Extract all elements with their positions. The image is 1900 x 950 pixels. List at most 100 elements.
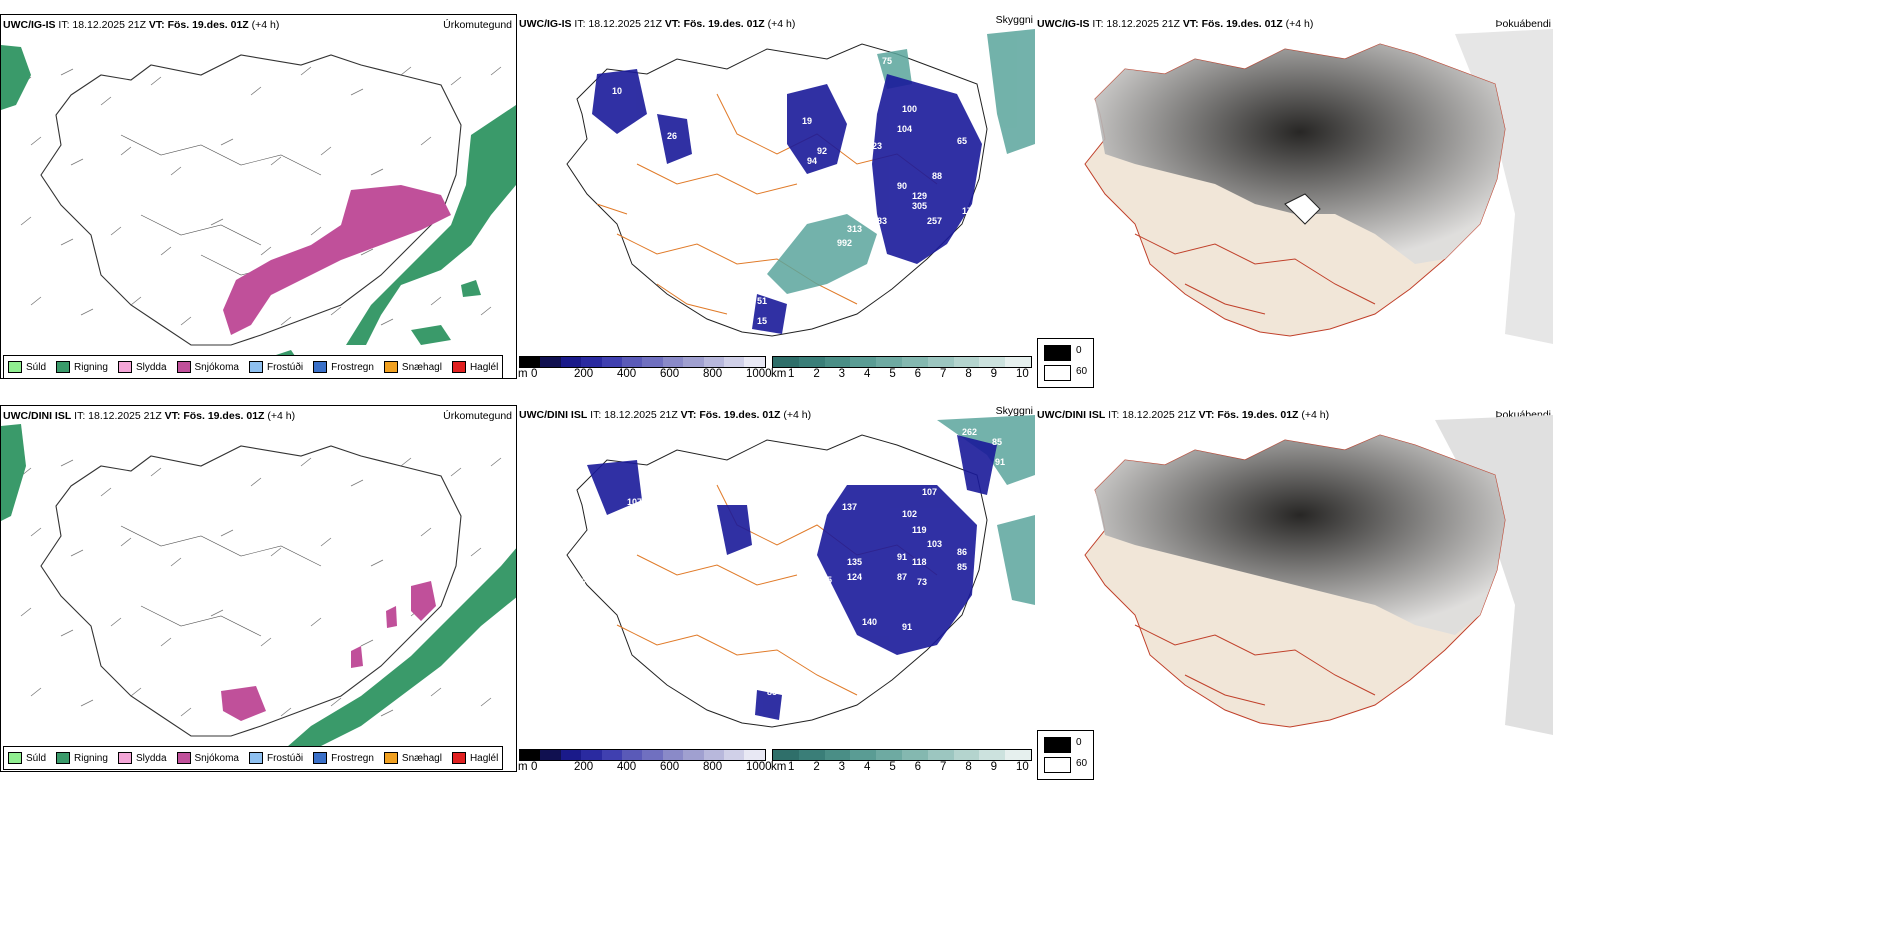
legend-item-snjókoma: Snjókoma [176, 361, 239, 373]
ceiling-value-label: 262 [962, 427, 977, 437]
colorbar-tick: 0 [531, 761, 538, 772]
colorbar-segment [703, 750, 725, 760]
fog-legend-top: 0 60 [1037, 338, 1094, 388]
panel-title: UWC/DINI ISL IT: 18.12.2025 21Z VT: Fös.… [519, 409, 812, 421]
legend-item-haglél: Haglél [451, 752, 498, 764]
legend-swatch [248, 752, 263, 764]
panel-variable-label: Þokuábendi [1495, 18, 1551, 30]
colorbar-segment [724, 750, 745, 760]
colorbar-segment [824, 357, 851, 367]
colorbar-tick: 200 [574, 761, 594, 772]
colorbar-segment [798, 750, 825, 760]
panel-fog-bottom: UWC/DINI ISL IT: 18.12.2025 21Z VT: Fös.… [1035, 405, 1553, 772]
colorbar-tick: 600 [660, 368, 680, 379]
legend-swatch [8, 752, 22, 764]
colorbar-tick: 200 [574, 368, 594, 379]
colorbar-segment [642, 357, 663, 367]
ceiling-value-label: 140 [862, 617, 877, 627]
legend-swatch [383, 361, 398, 373]
legend-swatch [176, 361, 191, 373]
colorbar-unit: km [771, 368, 787, 379]
ceiling-value-label: 10 [612, 86, 622, 96]
legend-label: Snjókoma [194, 361, 239, 373]
panel-title: UWC/IG-IS IT: 18.12.2025 21Z VT: Fös. 19… [519, 18, 796, 30]
legend-swatch [313, 752, 328, 764]
colorbar-segment [560, 357, 582, 367]
legend-item-rigning: Rigning [56, 752, 108, 764]
legend-item-frostúði: Frostúði [248, 752, 303, 764]
colorbar-segment [953, 750, 980, 760]
ceiling-value-label: 383 [872, 216, 887, 226]
ceiling-value-label: 135 [847, 557, 862, 567]
colorbar-tick: 1000 [746, 761, 772, 772]
colorbar-segment [581, 357, 602, 367]
ceiling-value-label: 129 [912, 191, 927, 201]
colorbar-tick: 400 [617, 368, 637, 379]
ceiling-value-label: 99 [972, 116, 982, 126]
iceland-outline [40, 54, 462, 346]
legend-label: Snæhagl [401, 752, 442, 764]
ceiling-value-label: 97 [862, 151, 872, 161]
colorbar-tick: 2 [813, 761, 820, 772]
colorbar-segment [520, 750, 541, 760]
ceiling-value-label: 94 [807, 156, 817, 166]
colorbar-segment [927, 357, 954, 367]
colorbar-segment [683, 750, 704, 760]
colorbar-segment [622, 750, 643, 760]
legend-swatch [117, 361, 132, 373]
ceiling-value-label: 102 [902, 509, 917, 519]
colorbar-tick: 3 [838, 368, 846, 379]
colorbar-segment [773, 357, 799, 367]
ceiling-value-label: 107 [922, 487, 937, 497]
rain-area [271, 548, 516, 766]
colorbar-tick: 1 [788, 368, 795, 379]
precip-map-top [1, 45, 516, 378]
legend-swatch [383, 752, 398, 764]
panel-variable-label: Skyggni [995, 14, 1033, 26]
colorbar-segment [744, 357, 765, 367]
colorbar-tick: 800 [703, 368, 723, 379]
legend-label: Haglél [469, 361, 499, 373]
legend-swatch [451, 752, 466, 764]
colorbar-tick: 9 [990, 761, 998, 772]
colorbar-segment [560, 750, 582, 760]
colorbar-tick: 10 [1016, 368, 1029, 379]
ceiling-value-label: 103 [927, 539, 942, 549]
visibility-colorbar: km 1 2 3 4 5 6 7 8 9 10 [771, 356, 1034, 379]
legend-swatch [313, 361, 328, 373]
colorbar-tick: 3 [838, 761, 846, 772]
legend-item-slydda: Slydda [117, 361, 167, 373]
colorbar-tick: 1000 [746, 368, 772, 379]
ceiling-value-label: 90 [897, 181, 907, 191]
colorbar-tick: 6 [914, 368, 922, 379]
panel-ceiling-visibility-top: UWC/IG-IS IT: 18.12.2025 21Z VT: Fös. 19… [517, 14, 1035, 379]
ceiling-value-label: 76 [697, 572, 707, 582]
ceiling-value-label: 75 [882, 56, 892, 66]
ceiling-colorbar: m 0 200 400 600 800 1000 [518, 749, 772, 772]
colorbar-segment [662, 357, 684, 367]
colorbar-segment [824, 750, 851, 760]
colorbar-segment [622, 357, 643, 367]
colorbar-segment [1005, 357, 1031, 367]
ceiling-value-label: 65 [957, 136, 967, 146]
legend-label: Rigning [74, 752, 108, 764]
ceiling-value-label: 88 [932, 171, 942, 181]
colorbar-segment [724, 357, 745, 367]
ceiling-value-label: 26 [667, 131, 677, 141]
colorbar-unit: m [518, 761, 528, 772]
panel-variable-label: Úrkomutegund [443, 410, 512, 422]
ceiling-value-label: 85 [992, 437, 1002, 447]
legend-label: Frostregn [331, 361, 374, 373]
legend-label: Súld [26, 752, 47, 764]
colorbar-tick: 10 [1016, 761, 1029, 772]
ceiling-value-label: 179 [962, 206, 977, 216]
legend-item-snæhagl: Snæhagl [383, 361, 442, 373]
colorbar-segment [540, 750, 561, 760]
colorbar-tick: 8 [965, 368, 972, 379]
ceiling-value-label: 84 [747, 497, 757, 507]
panel-precip-type-top: UWC/IG-IS IT: 18.12.2025 21Z VT: Fös. 19… [0, 14, 517, 379]
colorbar-segment [901, 750, 928, 760]
legend-swatch [176, 752, 191, 764]
